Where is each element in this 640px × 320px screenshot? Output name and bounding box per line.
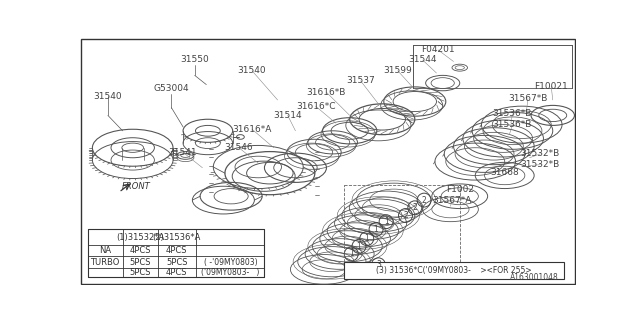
Text: ( -'09MY0803): ( -'09MY0803)	[204, 258, 257, 267]
Text: 4PCS: 4PCS	[166, 268, 188, 277]
Text: (1)31532*A: (1)31532*A	[116, 233, 164, 242]
Text: FRONT: FRONT	[122, 182, 150, 191]
Text: F1002: F1002	[445, 185, 474, 194]
Text: 1: 1	[374, 225, 378, 234]
Text: 31599: 31599	[383, 66, 412, 75]
Text: 31536*B: 31536*B	[493, 120, 532, 129]
Text: 5PCS: 5PCS	[129, 258, 151, 267]
Text: 31668: 31668	[490, 168, 519, 177]
Text: 2: 2	[422, 196, 426, 204]
Text: 1: 1	[356, 242, 362, 251]
Text: 31540: 31540	[237, 66, 266, 75]
Text: 31532*B: 31532*B	[521, 160, 560, 169]
Text: 31550: 31550	[180, 55, 209, 64]
Text: G53004: G53004	[154, 84, 189, 93]
Text: 3: 3	[376, 260, 381, 269]
Bar	[344, 185, 460, 273]
Text: 31514: 31514	[273, 111, 302, 120]
Text: 31567*B: 31567*B	[508, 94, 548, 103]
Text: 4PCS: 4PCS	[166, 246, 188, 255]
Text: 31616*A: 31616*A	[232, 125, 272, 134]
Text: A163001048: A163001048	[510, 273, 559, 282]
Text: 31546: 31546	[225, 143, 253, 152]
Text: 2: 2	[412, 203, 417, 212]
Text: 5PCS: 5PCS	[166, 258, 188, 267]
Text: NA: NA	[99, 246, 111, 255]
Text: 5PCS: 5PCS	[129, 268, 151, 277]
Text: (3) 31536*C('09MY0803-    ><FOR 255>: (3) 31536*C('09MY0803- ><FOR 255>	[376, 266, 532, 275]
Text: F10021: F10021	[534, 82, 568, 91]
Text: 2: 2	[403, 211, 408, 220]
Text: 31616*B: 31616*B	[307, 88, 346, 97]
Text: 31532*B: 31532*B	[521, 149, 560, 158]
Text: 4PCS: 4PCS	[129, 246, 151, 255]
Text: TURBO: TURBO	[90, 258, 120, 267]
Text: (2)31536*A: (2)31536*A	[153, 233, 201, 242]
Text: 31567*A: 31567*A	[432, 196, 472, 204]
Text: 1: 1	[349, 250, 354, 259]
Text: ('09MY0803-   ): ('09MY0803- )	[201, 268, 260, 277]
Text: 31541: 31541	[169, 148, 197, 157]
Text: 31537: 31537	[346, 76, 375, 85]
Bar	[344, 262, 564, 279]
Text: 31616*C: 31616*C	[296, 102, 335, 111]
Text: 31540: 31540	[93, 92, 122, 101]
Text: 1: 1	[384, 217, 388, 226]
Text: 1: 1	[364, 234, 369, 243]
Bar	[88, 229, 264, 277]
Text: F04201: F04201	[421, 45, 455, 54]
Text: 31544: 31544	[408, 55, 437, 64]
Text: 31536*B: 31536*B	[493, 109, 532, 118]
